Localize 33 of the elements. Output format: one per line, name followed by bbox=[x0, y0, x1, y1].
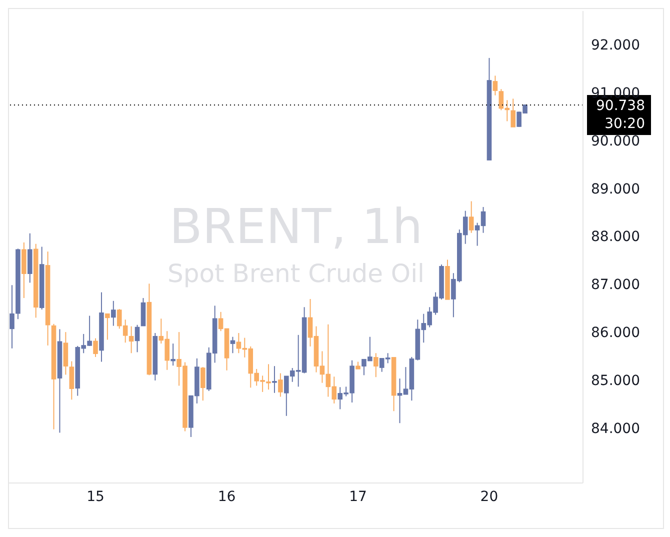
y-tick-label: 92.000 bbox=[591, 38, 640, 54]
x-tick-label: 17 bbox=[349, 488, 367, 505]
y-tick-label: 85.000 bbox=[591, 372, 640, 389]
candlestick bbox=[510, 98, 516, 128]
candlestick bbox=[111, 300, 116, 326]
y-tick-label: 89.000 bbox=[591, 181, 640, 198]
y-tick-label: 88.000 bbox=[591, 229, 640, 246]
ref-line-label: 90.738 bbox=[596, 98, 645, 114]
candlestick bbox=[272, 366, 277, 394]
x-tick-label: 16 bbox=[218, 488, 236, 505]
candlestick bbox=[230, 336, 236, 354]
candlestick bbox=[93, 338, 98, 358]
candlestick bbox=[22, 242, 26, 299]
x-tick-label: 20 bbox=[480, 488, 498, 505]
candlestick bbox=[140, 298, 146, 326]
candlestick bbox=[468, 200, 474, 234]
text: 30:20 bbox=[604, 116, 645, 132]
candlestick bbox=[278, 372, 283, 398]
candlestick bbox=[373, 352, 378, 378]
candlestick bbox=[69, 360, 74, 400]
candlestick bbox=[27, 232, 32, 284]
y-tick-label: 87.000 bbox=[591, 277, 640, 294]
candlestick bbox=[105, 313, 110, 340]
y-tick-label: 86.000 bbox=[591, 325, 640, 342]
y-tick-label: 90.000 bbox=[591, 133, 640, 150]
candlestick bbox=[200, 366, 206, 402]
candlestick bbox=[63, 332, 68, 376]
candlestick bbox=[170, 343, 176, 366]
candlestick bbox=[134, 324, 140, 353]
candlestick bbox=[128, 326, 134, 354]
x-tick-label: 15 bbox=[86, 488, 104, 505]
candlestick bbox=[492, 75, 498, 96]
y-tick-label: 84.000 bbox=[591, 420, 640, 437]
